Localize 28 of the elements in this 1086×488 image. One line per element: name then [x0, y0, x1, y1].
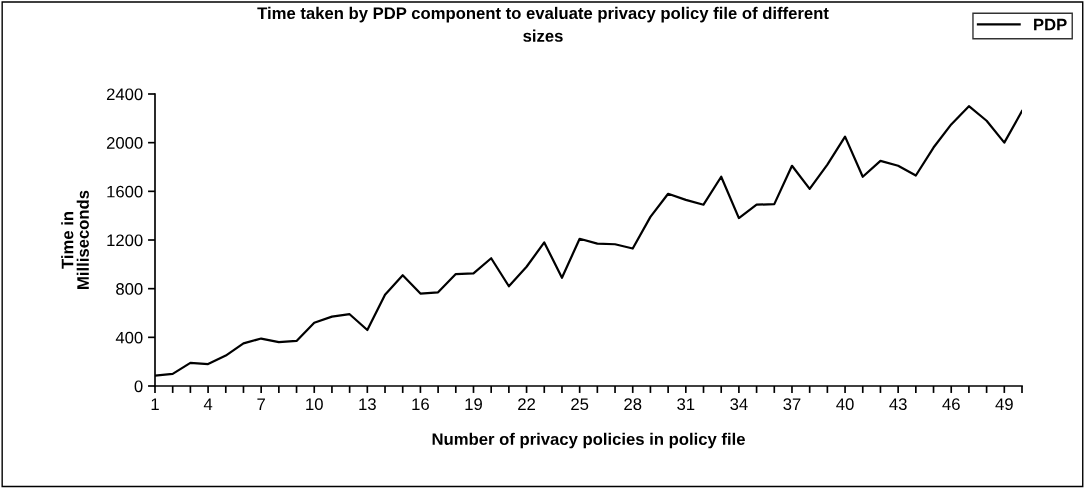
y-tick-label: 0	[134, 380, 143, 393]
x-tick-label: 43	[889, 398, 907, 411]
chart-title: Time taken by PDP component to evaluate privacy policy file of different sizes	[257, 6, 829, 42]
y-axis-title: Time in Milliseconds	[61, 190, 89, 289]
x-tick-label: 37	[783, 398, 801, 411]
x-tick-label: 16	[412, 398, 429, 411]
y-tick-label: 400	[115, 331, 143, 344]
legend-label: PDP	[1034, 18, 1067, 31]
x-tick-label: 4	[203, 398, 213, 410]
y-tick-label: 2400	[106, 88, 143, 101]
y-tick-label: 1200	[107, 234, 143, 247]
x-axis-title: Number of privacy policies in policy file	[432, 432, 745, 449]
x-tick-label: 7	[257, 398, 265, 410]
x-tick-label: 19	[465, 398, 482, 411]
x-tick-label: 22	[518, 398, 535, 410]
x-tick-label: 13	[359, 398, 376, 411]
x-tick-label: 10	[306, 398, 323, 411]
x-tick-label: 31	[677, 398, 695, 411]
x-tick-label: 28	[624, 398, 642, 411]
y-tick-label: 800	[116, 283, 143, 295]
y-tick-label: 1600	[107, 185, 143, 198]
y-tick-label: 2000	[106, 137, 143, 149]
x-tick-label: 40	[836, 398, 854, 411]
x-tick-label: 49	[995, 398, 1013, 411]
x-tick-label: 1	[151, 398, 159, 410]
x-tick-label: 25	[571, 398, 589, 411]
x-tick-label: 34	[730, 398, 748, 411]
x-tick-label: 46	[942, 398, 960, 411]
